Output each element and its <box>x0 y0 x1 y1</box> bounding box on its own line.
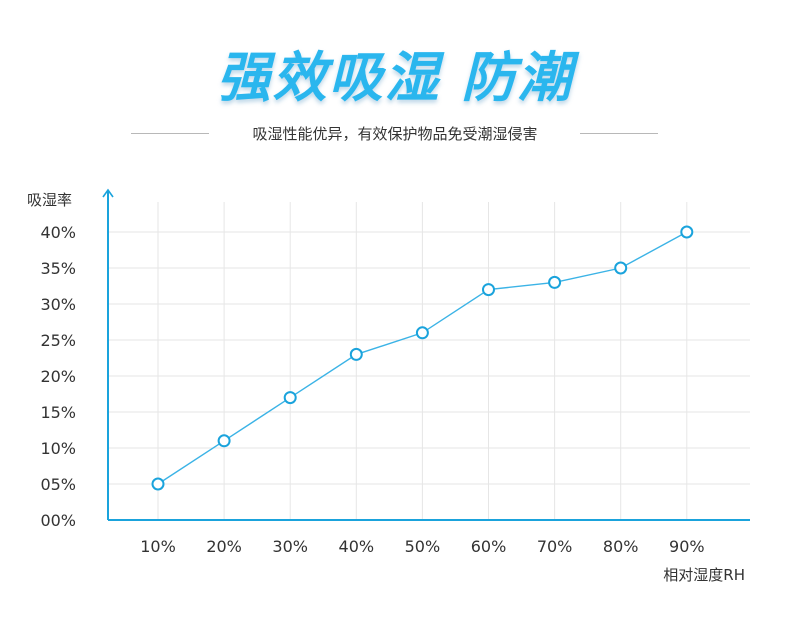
data-point <box>283 391 297 405</box>
y-tick-label: 35% <box>40 259 76 278</box>
x-tick-label: 60% <box>471 537 507 556</box>
data-point <box>415 326 429 340</box>
y-tick-label: 05% <box>40 475 76 494</box>
tick-label-layer: 00% 05% 10% 15% 20% 25% 30% 35% 40% 10% 20% 30% 40% 5… <box>40 223 704 556</box>
y-axis-label: 吸湿率 <box>27 191 72 209</box>
data-point <box>349 347 363 361</box>
x-tick-label: 50% <box>405 537 441 556</box>
x-tick-label: 40% <box>339 537 375 556</box>
y-tick-label: 20% <box>40 367 76 386</box>
y-tick-label: 40% <box>40 223 76 242</box>
data-point <box>482 283 495 297</box>
y-tick-label: 10% <box>40 439 76 458</box>
x-tick-label: 10% <box>140 537 176 556</box>
x-tick-label: 20% <box>206 537 242 556</box>
y-axis-arrow-icon <box>102 188 114 198</box>
axis-layer <box>102 188 750 521</box>
data-point <box>548 275 562 289</box>
subtitle-row: 吸湿性能优异，有效保护物品免受潮湿侵害 <box>0 122 790 146</box>
x-tick-label: 80% <box>603 537 639 556</box>
chart-subtitle: 吸湿性能优异，有效保护物品免受潮湿侵害 <box>252 125 538 143</box>
x-tick-label: 70% <box>537 537 573 556</box>
subtitle-divider-left <box>131 133 209 134</box>
data-point <box>151 477 165 491</box>
y-tick-label: 30% <box>40 295 76 314</box>
x-tick-label: 30% <box>272 537 308 556</box>
y-tick-label: 00% <box>40 511 76 530</box>
x-axis-label: 相对湿度RH <box>663 566 745 584</box>
data-point <box>680 225 694 239</box>
y-tick-label: 25% <box>40 331 76 350</box>
x-tick-label: 90% <box>669 537 705 556</box>
grid-layer <box>108 202 750 520</box>
subtitle-divider-right <box>580 133 658 134</box>
chart-title: 强效吸湿 防潮 <box>216 46 574 109</box>
y-tick-label: 15% <box>40 403 76 422</box>
data-point <box>217 434 231 448</box>
data-point <box>614 261 628 275</box>
series-layer <box>151 225 694 491</box>
